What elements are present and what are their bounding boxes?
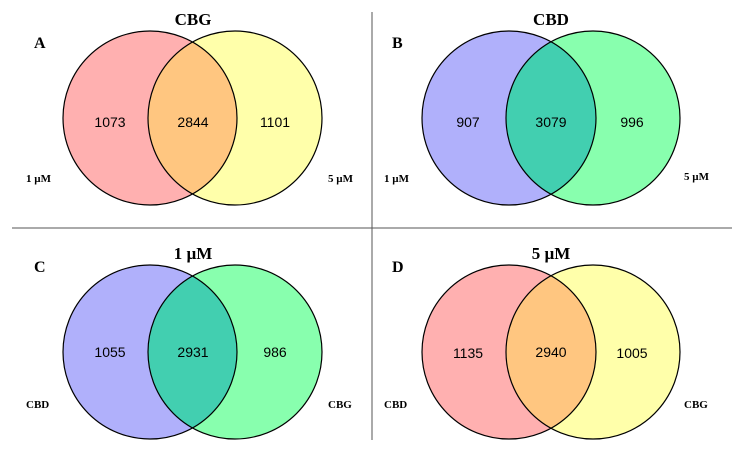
venn-left-outline (421, 30, 597, 206)
right-only-count: 996 (620, 114, 644, 130)
left-set-label: CBD (26, 399, 49, 411)
panel-title: 5 µM (532, 244, 571, 263)
panel-a: A CBG 1 µM 5 µM 1073 2844 1101 (26, 10, 354, 206)
venn-left-outline (421, 264, 597, 440)
left-only-count: 907 (456, 114, 480, 130)
panel-title: 1 µM (174, 244, 213, 263)
venn-overlap (148, 31, 237, 205)
venn-overlap (148, 265, 237, 439)
panel-letter: C (34, 259, 46, 276)
right-set-label: 5 µM (684, 171, 710, 183)
left-only-count: 1073 (94, 114, 125, 130)
right-set-label: CBG (328, 399, 352, 411)
right-only-count: 1005 (616, 345, 647, 361)
right-set-label: 5 µM (328, 173, 354, 185)
overlap-count: 3079 (535, 114, 566, 130)
left-set-label: CBD (384, 399, 407, 411)
venn-right-outline (505, 30, 681, 206)
panel-letter: B (392, 35, 403, 52)
panel-c: C 1 µM CBD CBG 1055 2931 986 (26, 244, 352, 440)
right-set-label: CBG (684, 399, 708, 411)
venn-overlap (506, 265, 596, 439)
left-only-count: 1055 (94, 344, 125, 360)
venn-right-outline (147, 30, 323, 206)
right-only-count: 986 (263, 344, 287, 360)
panel-letter: D (392, 259, 404, 276)
panel-title: CBG (175, 10, 212, 29)
panel-d: D 5 µM CBD CBG 1135 2940 1005 (384, 244, 708, 440)
panel-title: CBD (533, 10, 569, 29)
venn-right-outline (505, 264, 681, 440)
left-set-label: 1 µM (384, 173, 410, 185)
left-set-label: 1 µM (26, 173, 52, 185)
overlap-count: 2931 (177, 344, 208, 360)
venn-right-outline (147, 264, 323, 440)
venn-overlap (506, 31, 596, 205)
right-only-count: 1101 (260, 114, 290, 130)
overlap-count: 2940 (535, 344, 566, 360)
panel-letter: A (34, 35, 46, 52)
panel-b: B CBD 1 µM 5 µM 907 3079 996 (384, 10, 710, 206)
left-only-count: 1135 (453, 345, 483, 361)
overlap-count: 2844 (177, 114, 208, 130)
venn-left-outline (62, 30, 238, 206)
venn-left-outline (62, 264, 238, 440)
